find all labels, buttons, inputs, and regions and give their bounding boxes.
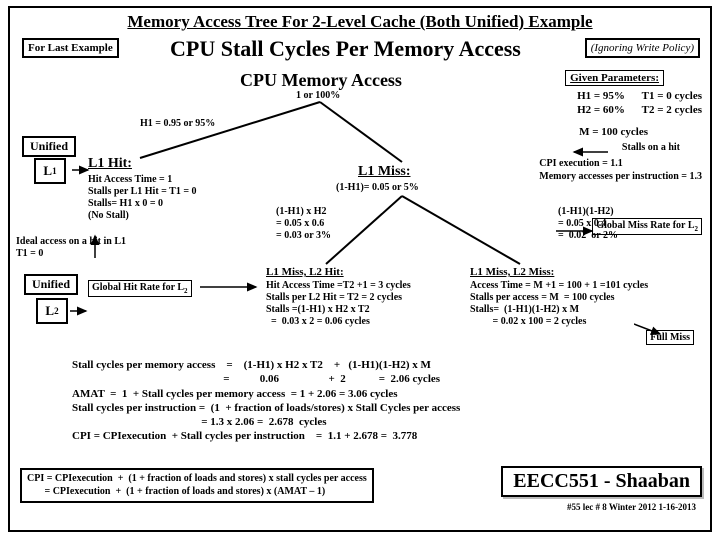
- l1-hit-body: Hit Access Time = 1 Stalls per L1 Hit = …: [88, 174, 197, 222]
- params-right: T1 = 0 cycles T2 = 2 cycles: [642, 90, 702, 118]
- l2-box: L2: [36, 298, 68, 324]
- cpi-equation: CPI = CPIexecution + (1 + fraction of lo…: [20, 468, 374, 503]
- l1miss-l2miss-body: Access Time = M +1 = 100 + 1 =101 cycles…: [470, 280, 648, 328]
- l1-l: L: [43, 163, 52, 179]
- subtitle: CPU Stall Cycles Per Memory Access: [170, 36, 521, 62]
- l1-hit-title: L1 Hit:: [88, 156, 132, 172]
- footer: #55 lec # 8 Winter 2012 1-16-2013: [567, 502, 696, 512]
- params-left: H1 = 95% H2 = 60%: [577, 90, 625, 118]
- ghr-sub: 2: [184, 287, 188, 295]
- ignoring-write-policy: (Ignoring Write Policy): [585, 38, 700, 58]
- stalls-on-hit-label: Stalls on a hit: [622, 142, 680, 153]
- gmr-sub: 2: [695, 225, 699, 233]
- l2-sub: 2: [54, 306, 59, 316]
- h1-value: H1 = 0.95 or 95%: [140, 118, 215, 129]
- l1-sub: 1: [52, 166, 57, 176]
- ideal-access: Ideal access on a hit in L1 T1 = 0: [16, 236, 126, 260]
- global-hit-rate-l2: Global Hit Rate for L2: [88, 280, 192, 297]
- arrow-l2-box: [70, 304, 90, 318]
- given-parameters-label: Given Parameters:: [565, 70, 664, 86]
- unified-l2-label: Unified: [24, 274, 78, 295]
- bottom-calculation: Stall cycles per memory access = (1-H1) …: [72, 358, 460, 444]
- l1miss-l2hit-title: L1 Miss, L2 Hit:: [266, 266, 344, 278]
- l1-box: L1: [34, 158, 66, 184]
- gmr-text: Global Miss Rate for L: [596, 220, 694, 231]
- cpu-memory-access: CPU Memory Access: [240, 70, 402, 91]
- l1-miss-body: (1-H1)= 0.05 or 5%: [336, 182, 419, 193]
- l2-l: L: [45, 303, 54, 319]
- calc-h2: (1-H1) x H2 = 0.05 x 0.6 = 0.03 or 3%: [276, 206, 331, 242]
- cpi-execution: CPI execution = 1.1 Memory accesses per …: [539, 158, 702, 183]
- l1miss-l2hit-body: Hit Access Time =T2 +1 = 3 cycles Stalls…: [266, 280, 411, 328]
- one-or-100: 1 or 100%: [296, 90, 340, 101]
- page-title: Memory Access Tree For 2-Level Cache (Bo…: [10, 12, 710, 32]
- arrow-ghr: [200, 280, 260, 294]
- course-badge: EECC551 - Shaaban: [501, 466, 702, 497]
- l1miss-l2miss-title: L1 Miss, L2 Miss:: [470, 266, 554, 278]
- ghr-text: Global Hit Rate for L: [92, 282, 184, 293]
- full-miss-label: Full Miss: [646, 330, 694, 345]
- given-parameters: H1 = 95% H2 = 60% T1 = 0 cycles T2 = 2 c…: [577, 90, 702, 118]
- unified-l1-label: Unified: [22, 136, 76, 157]
- for-last-example: For Last Example: [22, 38, 119, 58]
- global-miss-rate-l2: Global Miss Rate for L2: [592, 218, 702, 235]
- m-value: M = 100 cycles: [579, 126, 648, 138]
- l1-miss-title: L1 Miss:: [358, 164, 411, 180]
